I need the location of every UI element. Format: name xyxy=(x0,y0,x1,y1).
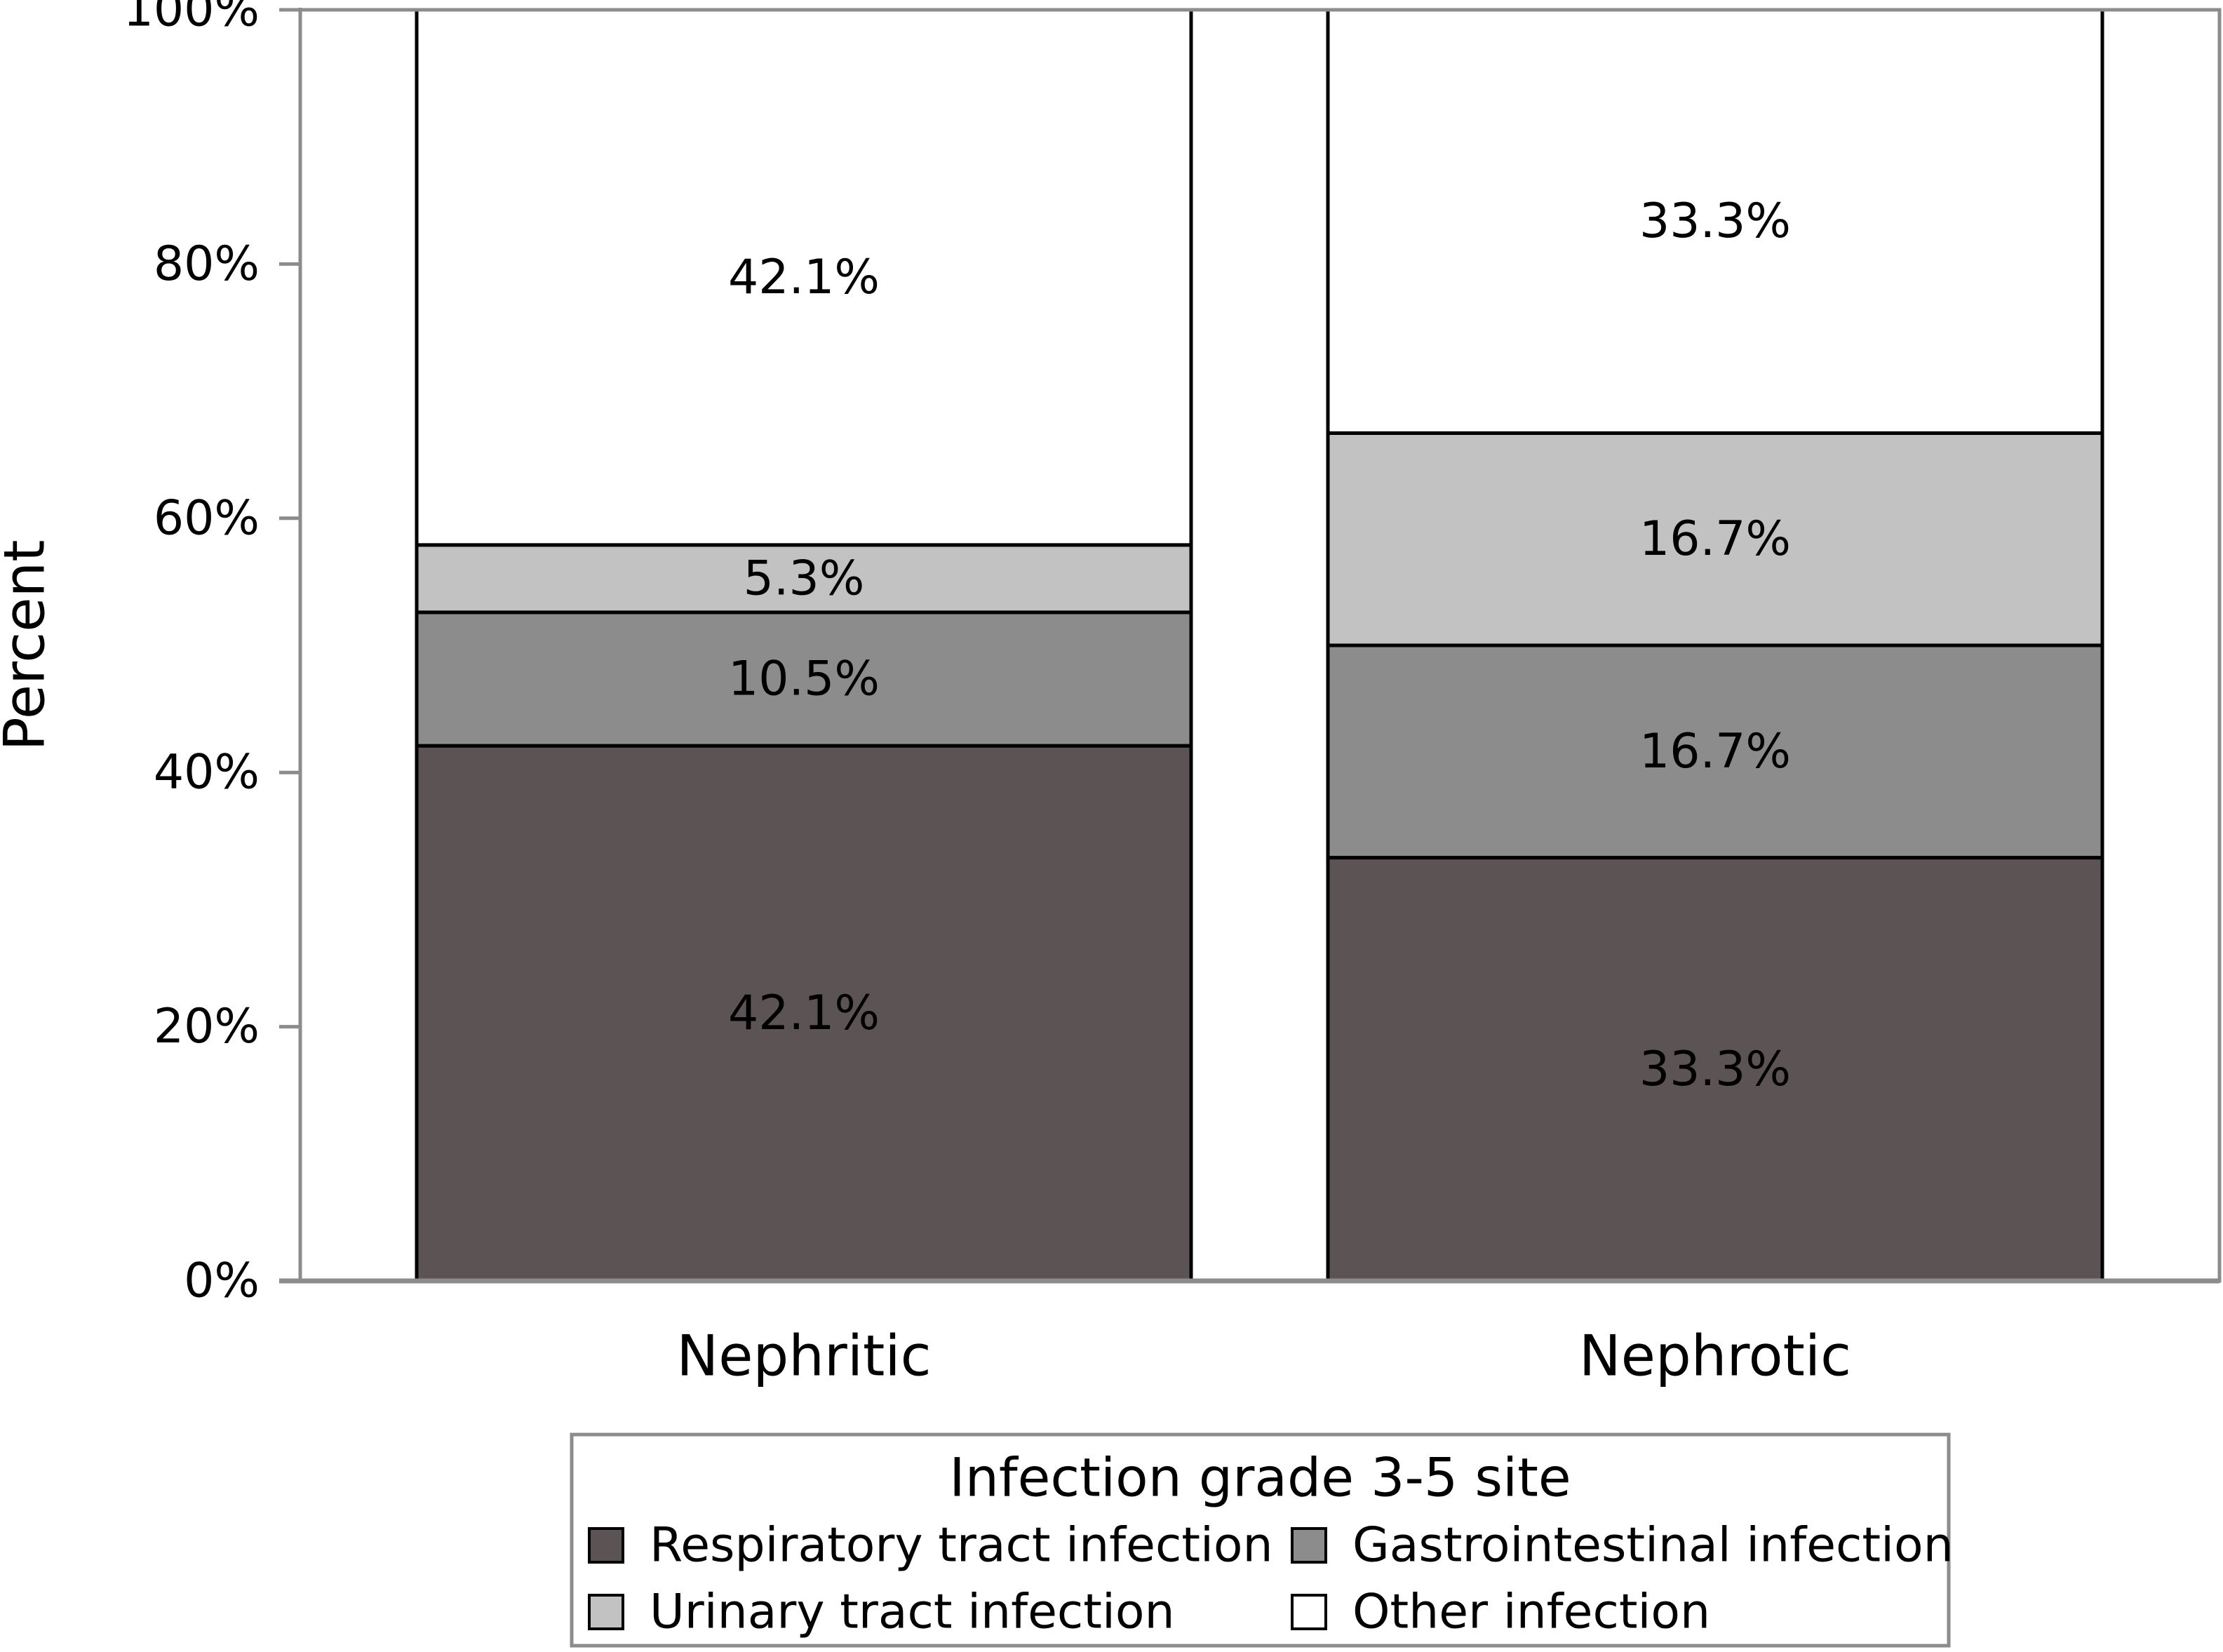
legend-label-gastrointestinal-infection: Gastrointestinal infection xyxy=(1352,1518,1954,1573)
plot-area: 42.1% 10.5% 5.3% 42.1% 33.3% 16.7% 16.7% 33.3% xyxy=(415,8,2104,1283)
legend-box xyxy=(570,1432,1951,1648)
x-tick-label-nephrotic: Nephrotic xyxy=(1579,1324,1851,1389)
data-label-nephritic-urinary-tract-infection: 5.3% xyxy=(744,551,865,606)
y-tick-label-20: 20% xyxy=(154,999,260,1054)
bar-segment-nephrotic-urinary-tract-infection xyxy=(1326,431,2104,647)
data-label-nephrotic-respiratory-tract-infection: 33.3% xyxy=(1639,1042,1791,1097)
data-label-nephritic-respiratory-tract-infection: 42.1% xyxy=(728,986,880,1041)
bar-segment-nephritic-respiratory-tract-infection xyxy=(415,744,1193,1283)
y-tick-label-40: 40% xyxy=(154,745,260,800)
y-tick-label-60: 60% xyxy=(154,490,260,546)
y-tick-label-100: 100% xyxy=(123,0,260,38)
legend-label-respiratory-tract-infection: Respiratory tract infection xyxy=(650,1518,1273,1573)
data-label-nephritic-other-infection: 42.1% xyxy=(728,250,880,305)
data-label-nephrotic-urinary-tract-infection: 16.7% xyxy=(1639,511,1791,567)
axes: Nephritic Nephrotic 0% 20% 40% 60% 80% 100% Perc… xyxy=(0,0,2222,1389)
bar-segment-nephrotic-other-infection xyxy=(1326,8,2104,435)
legend-title: Infection grade 3-5 site xyxy=(949,1446,1571,1509)
x-tick-label-nephritic: Nephritic xyxy=(676,1324,931,1389)
data-label-nephritic-gastrointestinal-infection: 10.5% xyxy=(728,652,880,707)
legend-swatch-gastrointestinal-infection xyxy=(1291,1527,1327,1564)
bar-segment-nephritic-other-infection xyxy=(415,8,1193,547)
legend-swatch-urinary-tract-infection xyxy=(588,1594,624,1630)
y-tick-label-80: 80% xyxy=(154,236,260,292)
y-axis-label: Percent xyxy=(0,539,58,751)
legend-label-urinary-tract-infection: Urinary tract infection xyxy=(650,1585,1175,1640)
legend: Infection grade 3-5 site Respiratory trac… xyxy=(570,1432,1954,1648)
data-label-nephrotic-other-infection: 33.3% xyxy=(1639,194,1791,249)
legend-label-other-infection: Other infection xyxy=(1352,1585,1710,1640)
bar-segment-nephrotic-respiratory-tract-infection xyxy=(1326,856,2104,1283)
bar-segment-nephritic-gastrointestinal-infection xyxy=(415,610,1193,748)
data-label-nephrotic-gastrointestinal-infection: 16.7% xyxy=(1639,724,1791,779)
legend-swatch-respiratory-tract-infection xyxy=(588,1527,624,1564)
legend-swatch-other-infection xyxy=(1291,1594,1327,1630)
bar-segment-nephrotic-gastrointestinal-infection xyxy=(1326,643,2104,860)
y-tick-label-0: 0% xyxy=(184,1254,260,1309)
